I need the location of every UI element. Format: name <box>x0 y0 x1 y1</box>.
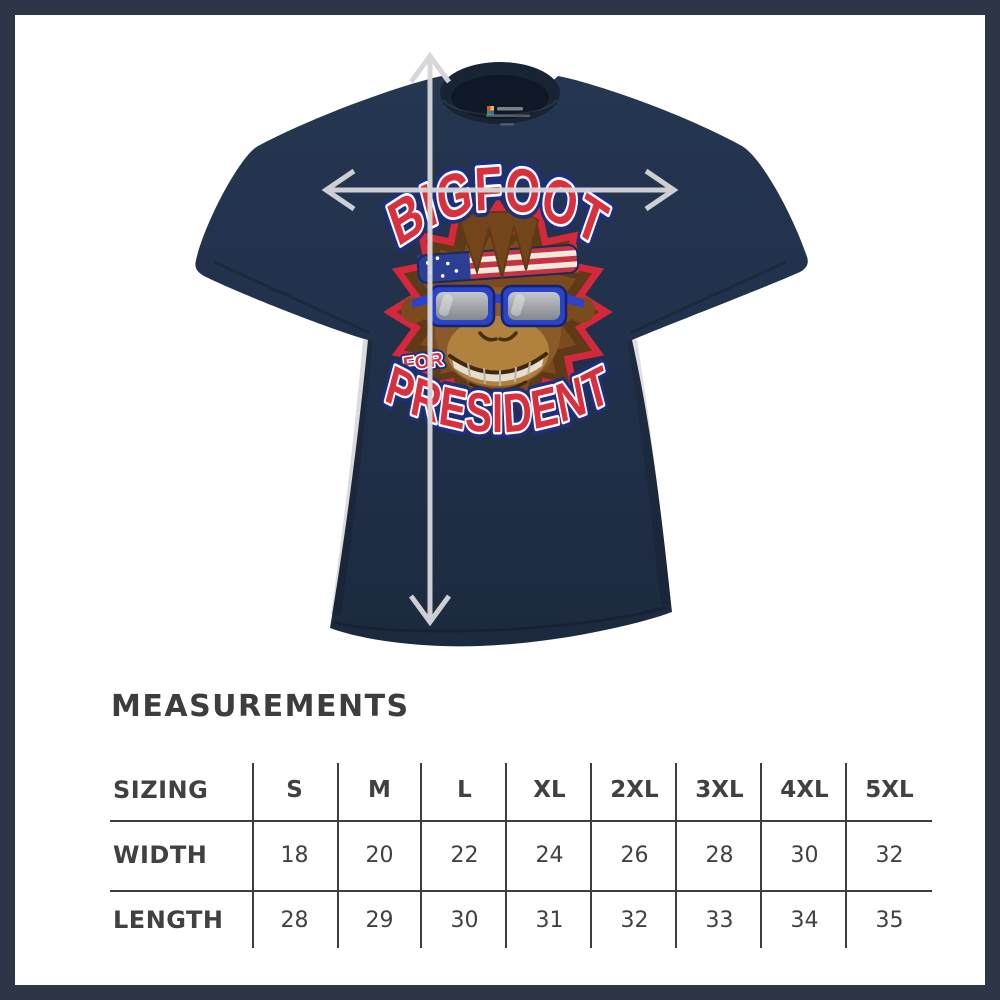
width-value: 32 <box>875 842 904 868</box>
header-size-3xl: 3XL <box>695 777 744 803</box>
header-size-2xl: 2XL <box>610 777 659 803</box>
width-value: 26 <box>620 842 649 868</box>
frame-border-top <box>0 0 1000 15</box>
row-divider <box>110 890 932 892</box>
length-row-label: LENGTH <box>113 906 224 934</box>
sunglasses <box>412 284 584 328</box>
frame-border-bottom <box>0 985 1000 1000</box>
sizing-table: SIZING S M L XL 2XL 3XL 4XL 5XL WIDTH 18… <box>110 758 932 958</box>
width-value: 18 <box>280 842 309 868</box>
width-value: 22 <box>450 842 479 868</box>
width-value: 24 <box>535 842 564 868</box>
header-size-m: M <box>368 777 391 803</box>
length-value: 32 <box>620 907 649 933</box>
column-divider <box>420 763 422 948</box>
collar-brand-label <box>486 106 530 126</box>
row-divider <box>110 820 932 822</box>
header-size-s: S <box>286 777 303 803</box>
width-value: 28 <box>705 842 734 868</box>
arrow-up-icon <box>408 51 452 84</box>
column-divider <box>760 763 762 948</box>
width-row-label: WIDTH <box>113 841 208 869</box>
column-divider <box>252 763 254 948</box>
length-value: 30 <box>450 907 479 933</box>
width-row: WIDTH 18 20 22 24 26 28 30 32 <box>110 822 932 888</box>
length-row: LENGTH 28 29 30 31 32 33 34 35 <box>110 892 932 948</box>
header-size-xl: XL <box>533 777 566 803</box>
column-divider <box>845 763 847 948</box>
length-value: 29 <box>365 907 394 933</box>
header-size-4xl: 4XL <box>780 777 829 803</box>
measurements-title: MEASUREMENTS <box>111 689 410 724</box>
arrow-left-icon <box>321 168 356 212</box>
length-value: 35 <box>875 907 904 933</box>
length-value: 33 <box>705 907 734 933</box>
length-value: 31 <box>535 907 564 933</box>
width-value: 20 <box>365 842 394 868</box>
arrow-right-icon <box>644 168 679 212</box>
header-size-5xl: 5XL <box>865 777 914 803</box>
length-value: 34 <box>790 907 819 933</box>
frame-border-right <box>985 0 1000 1000</box>
collar <box>440 62 560 124</box>
frame-border-left <box>0 0 15 1000</box>
column-divider <box>337 763 339 948</box>
width-arrow <box>321 168 679 212</box>
arrow-down-icon <box>408 594 452 627</box>
length-arrow <box>408 51 452 627</box>
table-header-row: SIZING S M L XL 2XL 3XL 4XL 5XL <box>110 760 932 820</box>
header-sizing: SIZING <box>113 776 209 804</box>
column-divider <box>505 763 507 948</box>
tshirt-mockup-graphic: BIGFOOT BIGFOOT FOR FOR PRESIDENT PRESID… <box>195 51 808 647</box>
bigfoot-head-graphic <box>383 197 613 439</box>
column-divider <box>675 763 677 948</box>
length-value: 28 <box>280 907 309 933</box>
column-divider <box>590 763 592 948</box>
header-size-l: L <box>457 777 472 803</box>
width-value: 30 <box>790 842 819 868</box>
